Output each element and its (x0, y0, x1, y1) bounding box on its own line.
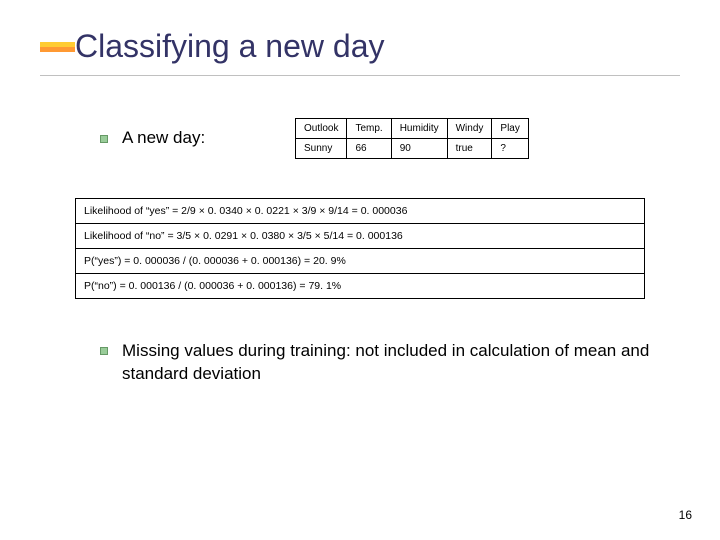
bullet-square-icon (100, 347, 108, 355)
col-outlook: Outlook (296, 119, 347, 139)
cell-outlook: Sunny (296, 139, 347, 159)
cell-windy: true (447, 139, 492, 159)
bullet-item-1: A new day: (100, 128, 205, 148)
calc-line-3: P(“yes”) = 0. 000036 / (0. 000036 + 0. 0… (76, 249, 644, 274)
page-number: 16 (679, 508, 692, 522)
bullet-square-icon (100, 135, 108, 143)
col-humidity: Humidity (391, 119, 447, 139)
calc-line-2: Likelihood of “no” = 3/5 × 0. 0291 × 0. … (76, 224, 644, 249)
calc-line-4: P(“no”) = 0. 000136 / (0. 000036 + 0. 00… (76, 274, 644, 298)
table-header-row: Outlook Temp. Humidity Windy Play (296, 119, 529, 139)
col-play: Play (492, 119, 528, 139)
new-day-table: Outlook Temp. Humidity Windy Play Sunny … (295, 118, 529, 159)
calc-line-1: Likelihood of “yes” = 2/9 × 0. 0340 × 0.… (76, 199, 644, 224)
cell-play: ? (492, 139, 528, 159)
bullet-text-1: A new day: (122, 128, 205, 148)
cell-temp: 66 (347, 139, 391, 159)
calculation-box: Likelihood of “yes” = 2/9 × 0. 0340 × 0.… (75, 198, 645, 299)
accent-bar (40, 42, 75, 52)
bullet-text-2: Missing values during training: not incl… (122, 340, 660, 386)
slide-title: Classifying a new day (75, 28, 384, 65)
bullet-item-2: Missing values during training: not incl… (100, 340, 660, 386)
col-windy: Windy (447, 119, 492, 139)
title-underline (40, 75, 680, 76)
table-row: Sunny 66 90 true ? (296, 139, 529, 159)
col-temp: Temp. (347, 119, 391, 139)
cell-humidity: 90 (391, 139, 447, 159)
